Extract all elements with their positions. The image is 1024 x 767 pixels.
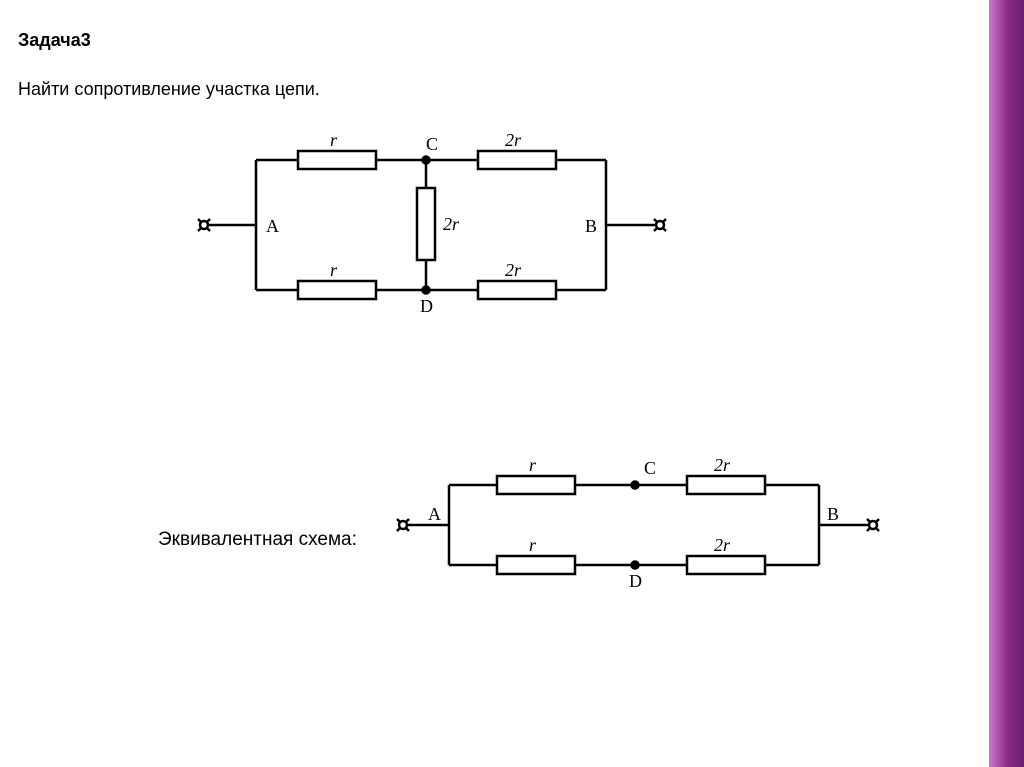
node-a-label: A (428, 504, 441, 524)
resistor-label: 2r (714, 455, 731, 475)
equivalent-row: Эквивалентная схема: (18, 450, 964, 630)
node-c-label: C (644, 458, 656, 478)
resistor-label: 2r (443, 214, 460, 234)
resistor-label: 2r (505, 130, 522, 150)
equivalent-label: Эквивалентная схема: (158, 529, 357, 551)
node-c-label: C (426, 134, 438, 154)
circuit1-svg: r C 2r A 2r B r 2r D (188, 130, 708, 340)
node-d-label: D (629, 571, 642, 591)
node-a-label: A (266, 216, 279, 236)
resistor-label: r (330, 260, 338, 280)
problem-title: Задача3 (18, 30, 964, 51)
circuit2-container: r C 2r A B r 2r D (387, 450, 887, 630)
node-d-label: D (420, 296, 433, 316)
resistor-label: 2r (714, 535, 731, 555)
resistor-label: r (529, 535, 537, 555)
slide-border (989, 0, 1024, 767)
slide-content: Задача3 Найти сопротивление участка цепи… (0, 0, 1024, 660)
circuit1-container: r C 2r A 2r B r 2r D (18, 130, 918, 410)
resistor-label: 2r (505, 260, 522, 280)
node-b-label: B (585, 216, 597, 236)
node-b-label: B (827, 504, 839, 524)
circuit2-svg: r C 2r A B r 2r D (387, 450, 907, 610)
problem-subtitle: Найти сопротивление участка цепи. (18, 79, 964, 100)
resistor-label: r (529, 455, 537, 475)
resistor-label: r (330, 130, 338, 150)
